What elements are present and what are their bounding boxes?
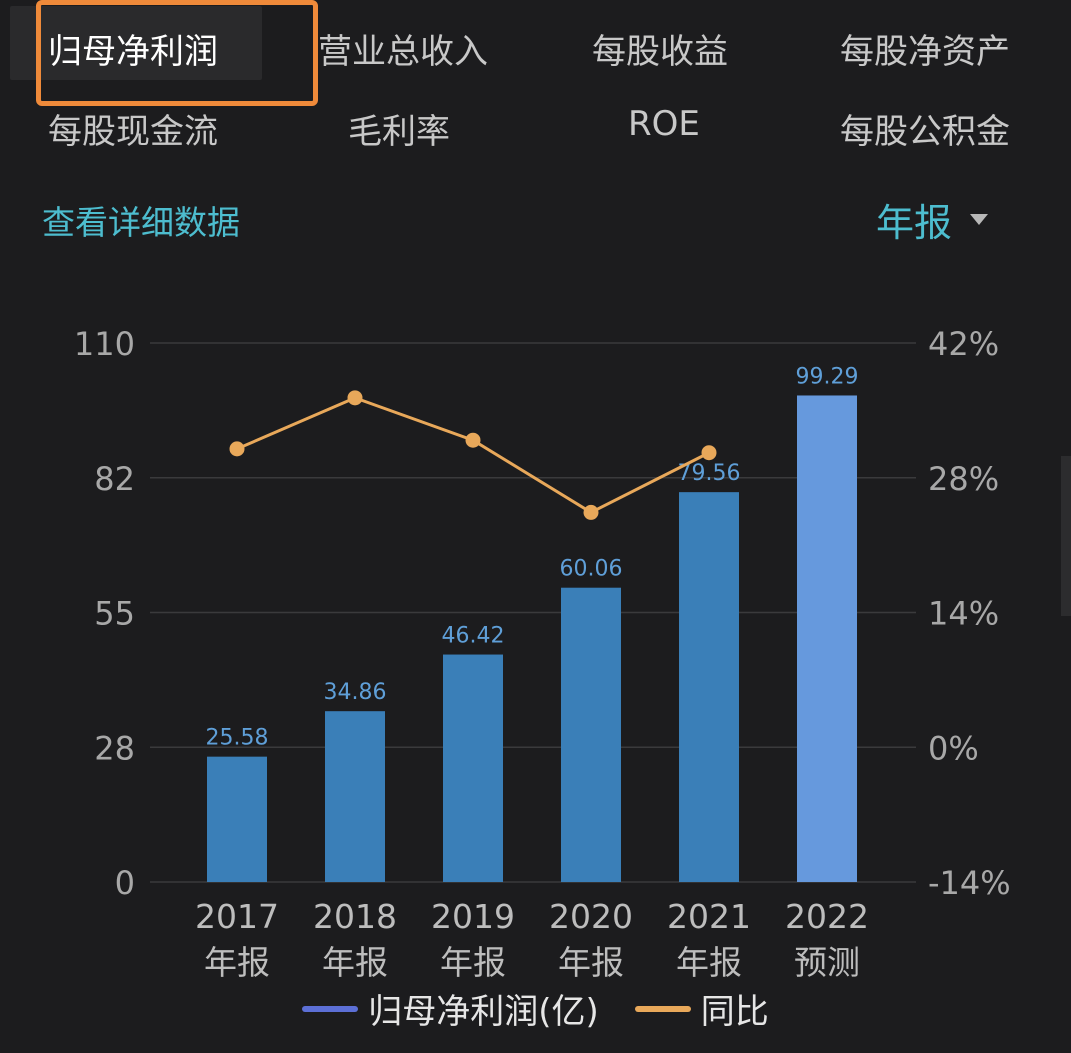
bar	[207, 756, 267, 882]
y-right-tick-label: 0%	[928, 729, 979, 767]
bar	[561, 587, 621, 882]
x-tick-label-type: 年报	[676, 943, 742, 982]
bar-value-label: 79.56	[678, 461, 741, 486]
legend-label-net-profit: 归母净利润(亿)	[368, 992, 599, 1032]
bar	[325, 711, 385, 882]
period-select[interactable]: 年报	[876, 192, 989, 247]
legend-swatch-yoy	[634, 1005, 691, 1012]
tab-gross-margin[interactable]: 毛利率	[348, 112, 450, 152]
x-tick-label-type: 年报	[440, 943, 506, 982]
yoy-point	[701, 445, 717, 461]
yoy-line	[236, 396, 710, 515]
legend: 归母净利润(亿) 同比	[0, 984, 1071, 1033]
legend-label-yoy: 同比	[700, 992, 769, 1032]
bar-value-label: 60.06	[560, 557, 623, 582]
yoy-point	[347, 390, 363, 406]
x-tick-label-year: 2020	[549, 897, 633, 936]
y-left-tick-label: 55	[94, 595, 135, 633]
x-tick-label-year: 2019	[431, 897, 515, 936]
y-left-tick-label: 28	[94, 729, 135, 767]
y-right-tick-label: 42%	[928, 325, 999, 363]
x-tick-label-type: 年报	[204, 943, 270, 982]
bar-value-label: 46.42	[442, 624, 505, 649]
bar	[679, 492, 739, 882]
tab-reserve-per-share[interactable]: 每股公积金	[840, 112, 1010, 152]
x-tick-label-type: 年报	[558, 943, 624, 982]
tab-bvps[interactable]: 每股净资产	[840, 32, 1010, 72]
y-left-tick-label: 82	[94, 460, 135, 498]
tab-roe[interactable]: ROE	[628, 104, 700, 144]
yoy-point	[583, 504, 599, 520]
bar	[797, 395, 857, 882]
x-tick-label-year: 2017	[195, 897, 279, 936]
x-tick-label-type: 预测	[794, 943, 860, 982]
tab-total-revenue[interactable]: 营业总收入	[318, 32, 488, 72]
yoy-point	[465, 432, 481, 448]
active-tab-background	[10, 6, 262, 80]
bar-value-label: 99.29	[796, 364, 859, 389]
x-tick-label-type: 年报	[322, 943, 388, 982]
tab-eps[interactable]: 每股收益	[592, 32, 728, 72]
x-tick-label-year: 2022	[785, 897, 869, 936]
scrollbar[interactable]	[1061, 456, 1071, 616]
legend-swatch-net-profit	[302, 1005, 359, 1012]
yoy-point	[229, 441, 245, 457]
y-right-tick-label: -14%	[928, 864, 1011, 902]
bar	[443, 654, 503, 882]
x-tick-label-year: 2018	[313, 897, 397, 936]
caret-down-icon	[970, 214, 989, 225]
y-right-tick-label: 14%	[928, 595, 999, 633]
bar-value-label: 25.58	[206, 726, 269, 751]
x-tick-label-year: 2021	[667, 897, 751, 936]
y-right-tick-label: 28%	[928, 460, 999, 498]
y-left-tick-label: 0	[115, 864, 135, 902]
legend-item-yoy[interactable]: 同比	[634, 984, 769, 1033]
bar-value-label: 34.86	[324, 680, 387, 705]
legend-item-net-profit[interactable]: 归母净利润(亿)	[302, 984, 599, 1033]
tab-cash-flow-per-share[interactable]: 每股现金流	[48, 112, 218, 152]
view-details-link[interactable]: 查看详细数据	[42, 203, 240, 242]
y-left-tick-label: 110	[74, 325, 135, 363]
tab-net-profit[interactable]: 归母净利润	[48, 32, 218, 72]
period-select-value: 年报	[876, 201, 953, 245]
